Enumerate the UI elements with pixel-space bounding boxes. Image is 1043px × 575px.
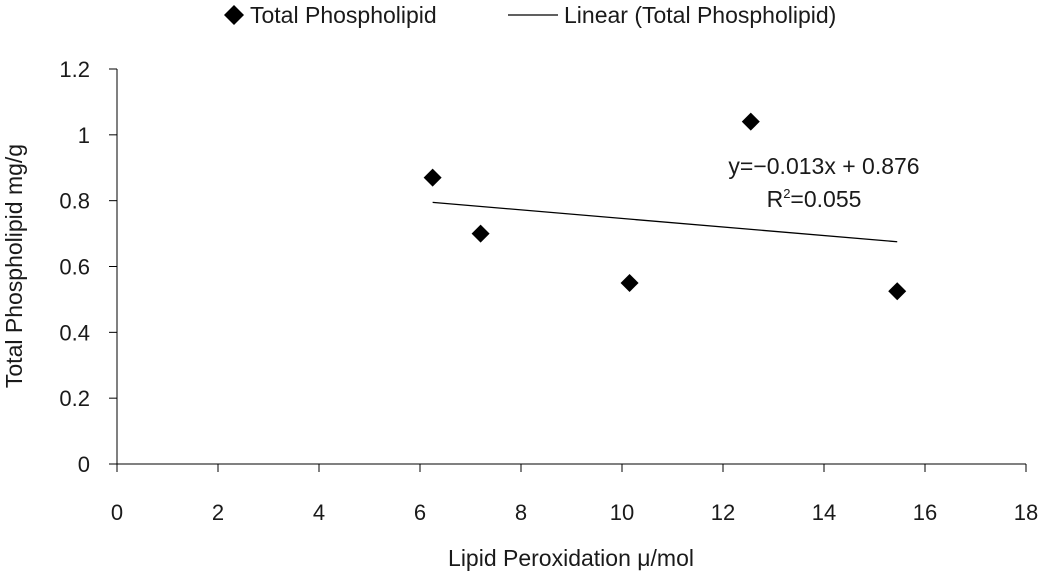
legend-label-series: Total Phospholipid: [250, 2, 437, 28]
y-tick-label: 1.2: [59, 57, 90, 82]
y-tick-label: 1: [78, 123, 90, 148]
x-tick-label: 10: [610, 500, 634, 525]
x-tick-label: 4: [313, 500, 325, 525]
x-tick-label: 12: [711, 500, 735, 525]
y-tick-label: 0.6: [59, 255, 90, 280]
data-point: [423, 168, 442, 187]
r-squared-exponent: 2: [783, 186, 790, 201]
regression-annotation: y=−0.013x + 0.876 R2=0.055: [728, 153, 919, 212]
data-point: [471, 224, 490, 243]
legend-label-trendline: Linear (Total Phospholipid): [564, 2, 836, 28]
x-tick-label: 8: [515, 500, 527, 525]
trendline: [432, 201, 898, 243]
x-tick-label: 18: [1014, 500, 1038, 525]
x-tick-label: 6: [414, 500, 426, 525]
y-tick-label: 0.8: [59, 189, 90, 214]
legend: Total Phospholipid Linear (Total Phospho…: [224, 2, 836, 28]
data-points: [423, 112, 907, 301]
r-squared-label: R2=0.055: [767, 186, 862, 212]
y-tick-label: 0: [78, 452, 90, 477]
x-tick-label: 0: [111, 500, 123, 525]
data-point: [741, 112, 760, 131]
r-squared-value: =0.055: [790, 186, 861, 212]
legend-marker-diamond: [224, 5, 244, 25]
data-point: [888, 282, 907, 301]
x-tick-label: 16: [913, 500, 937, 525]
axes: 0 0.2 0.4 0.6 0.8 1 1.2 0 2 4 6 8 10 12 14 16 18: [59, 57, 1038, 525]
y-tick-label: 0.4: [59, 320, 90, 345]
r-squared-prefix: R: [767, 186, 784, 212]
x-tick-label: 2: [212, 500, 224, 525]
x-tick-label: 14: [812, 500, 836, 525]
y-axis-title: Total Phospholipid mg/g: [1, 144, 27, 388]
x-axis-ticks: 0 2 4 6 8 10 12 14 16 18: [111, 464, 1038, 525]
y-axis-ticks: 0 0.2 0.4 0.6 0.8 1 1.2: [59, 57, 117, 477]
regression-equation: y=−0.013x + 0.876: [728, 153, 919, 179]
y-tick-label: 0.2: [59, 386, 90, 411]
x-axis-title: Lipid Peroxidation μ/mol: [448, 545, 694, 571]
data-point: [620, 273, 639, 292]
